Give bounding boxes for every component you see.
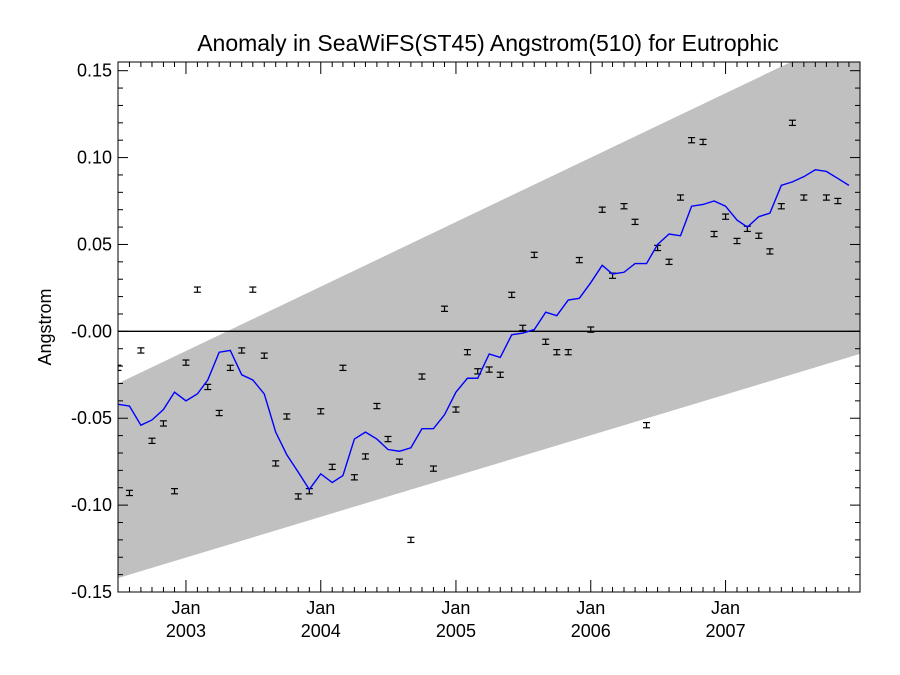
data-point (496, 371, 504, 378)
data-point (294, 493, 302, 500)
data-point (710, 230, 718, 238)
data-point (429, 465, 437, 472)
data-point (699, 138, 707, 146)
data-point (159, 420, 167, 427)
x-tick-label-month: Jan (306, 598, 335, 618)
data-point (519, 324, 527, 332)
data-point (384, 435, 392, 443)
data-point (272, 460, 280, 467)
data-point (834, 197, 842, 205)
x-tick-label-year: 2004 (301, 621, 341, 641)
x-tick-label-year: 2005 (436, 621, 476, 641)
data-point (665, 258, 673, 266)
data-point (260, 352, 268, 359)
data-point (440, 305, 448, 312)
data-point (182, 359, 190, 366)
data-point (137, 347, 145, 354)
data-point (148, 437, 156, 445)
x-tick-label-month: Jan (576, 598, 605, 618)
y-tick-label: -0.05 (71, 408, 112, 428)
data-point (587, 326, 595, 333)
data-point (530, 251, 538, 259)
data-point (283, 413, 291, 420)
data-point (733, 237, 741, 245)
x-tick-label-month: Jan (441, 598, 470, 618)
data-point (631, 218, 639, 226)
data-point (339, 364, 347, 372)
data-point (350, 474, 358, 481)
data-point (463, 348, 471, 356)
chart-title: Anomaly in SeaWiFS(ST45) Angstrom(510) f… (197, 30, 779, 56)
y-tick-label: 0.10 (77, 148, 112, 168)
data-point (800, 194, 808, 201)
data-point (317, 408, 325, 415)
error-bars (118, 119, 842, 544)
x-tick-label-year: 2007 (706, 621, 746, 641)
y-tick-label: 0.05 (77, 234, 112, 254)
data-point (766, 248, 774, 255)
data-point (822, 194, 830, 201)
x-tick-label-year: 2003 (166, 621, 206, 641)
x-tick-label-year: 2006 (571, 621, 611, 641)
data-point (620, 203, 628, 210)
y-axis-label: Angstrom (35, 288, 55, 365)
data-point (688, 136, 696, 144)
data-point (777, 203, 785, 210)
data-point (204, 383, 212, 391)
data-point (643, 421, 651, 429)
data-point (226, 364, 234, 372)
x-tick-label-month: Jan (171, 598, 200, 618)
x-axis-ticks: Jan 2003 Jan 2004 Jan 2005 Jan 2006 Jan 2007 (117, 62, 850, 641)
data-point (575, 256, 583, 264)
y-axis-ticks: 0.15 0.10 0.05 -0.00 -0.05 -0.10 -0.15 (71, 61, 860, 602)
data-point (118, 364, 122, 372)
data-point (395, 458, 403, 465)
data-point (328, 463, 336, 471)
data-point (125, 489, 133, 497)
data-point (755, 232, 763, 239)
data-point (407, 536, 415, 544)
smoothed-series-line (118, 169, 850, 491)
data-point (452, 406, 460, 413)
y-tick-label: -0.00 (71, 321, 112, 341)
data-point (193, 286, 201, 293)
data-point (598, 206, 606, 213)
data-point (542, 338, 550, 345)
data-point (361, 453, 369, 460)
y-tick-label: -0.10 (71, 495, 112, 515)
data-point (508, 291, 516, 299)
y-tick-label: 0.15 (77, 61, 112, 81)
data-point (788, 119, 796, 127)
data-point (373, 402, 381, 410)
data-point (485, 366, 493, 373)
data-point (553, 348, 561, 356)
data-point (418, 373, 426, 380)
trend-band (118, 62, 860, 579)
x-tick-label-month: Jan (711, 598, 740, 618)
data-point (722, 213, 730, 220)
data-point (249, 286, 257, 293)
y-tick-label: -0.15 (71, 582, 112, 602)
data-point (677, 194, 685, 201)
data-point (171, 488, 179, 495)
data-point (564, 348, 572, 356)
data-point (215, 409, 223, 417)
data-point (238, 347, 246, 354)
